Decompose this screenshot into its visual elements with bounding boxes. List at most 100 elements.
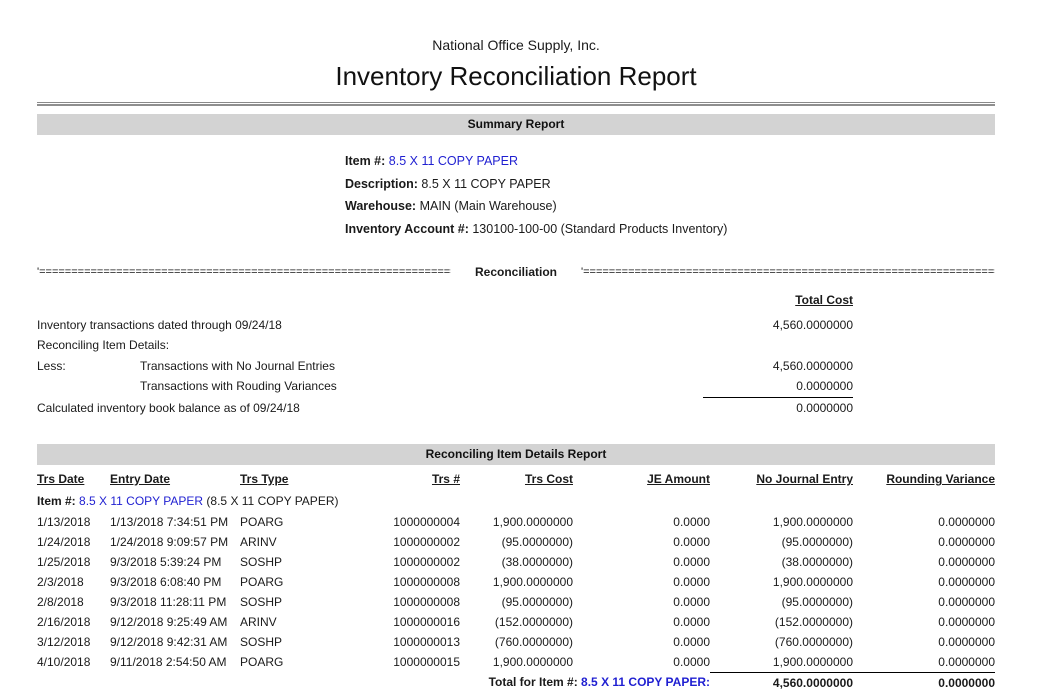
cell-trs-cost: 1,900.0000000 — [492, 515, 573, 529]
report-title: Inventory Reconciliation Report — [335, 61, 697, 91]
cell-entry-date: 9/3/2018 6:08:40 PM — [110, 575, 222, 589]
cell-trs-number: 1000000013 — [393, 635, 460, 649]
table-row: 2/16/2018 9/12/2018 9:25:49 AM ARINV 100… — [37, 612, 995, 632]
cell-je-amount: 0.0000 — [673, 595, 710, 609]
cell-entry-date: 9/12/2018 9:42:31 AM — [110, 635, 228, 649]
inventory-account-label: Inventory Account #: — [345, 221, 469, 236]
reconciliation-divider-label: Reconciliation — [475, 265, 558, 279]
col-no-journal-entry: No Journal Entry — [756, 472, 853, 486]
recon-row-item-details: Reconciling Item Details: — [37, 335, 995, 356]
table-row: 2/3/2018 9/3/2018 6:08:40 PM POARG 10000… — [37, 572, 995, 592]
total-label-text: Total for Item #: — [488, 675, 578, 689]
recon-label: Inventory transactions dated through 09/… — [37, 317, 282, 332]
table-row: 1/13/2018 1/13/2018 7:34:51 PM POARG 100… — [37, 512, 995, 532]
total-label: Total for Item #: 8.5 X 11 COPY PAPER: — [37, 672, 710, 693]
description-value: 8.5 X 11 COPY PAPER — [421, 176, 551, 191]
cell-je-amount: 0.0000 — [673, 635, 710, 649]
cell-trs-type: SOSHP — [240, 555, 283, 569]
recon-label: Transactions with Rouding Variances — [140, 379, 337, 393]
recon-value: 4,560.0000000 — [772, 358, 853, 373]
cell-trs-cost: 1,900.0000000 — [492, 655, 573, 669]
summary-description: Description: 8.5 X 11 COPY PAPER — [345, 173, 995, 196]
cell-entry-date: 9/12/2018 9:25:49 AM — [110, 615, 228, 629]
cell-je-amount: 0.0000 — [673, 575, 710, 589]
cell-no-journal-entry: (760.0000000) — [774, 635, 853, 649]
details-total-row: Total for Item #: 8.5 X 11 COPY PAPER: 4… — [37, 672, 995, 693]
cell-trs-number: 1000000002 — [393, 555, 460, 569]
cell-trs-date: 1/24/2018 — [37, 535, 91, 549]
col-trs-number: Trs # — [431, 472, 460, 486]
total-rounding-variance: 0.0000000 — [853, 672, 995, 693]
cell-entry-date: 9/3/2018 5:39:24 PM — [110, 555, 222, 569]
reconciliation-summary: Total Cost Inventory transactions dated … — [37, 290, 995, 418]
cell-trs-cost: (152.0000000) — [494, 615, 573, 629]
cell-trs-type: POARG — [240, 575, 284, 589]
recon-label: Reconciling Item Details: — [37, 338, 170, 352]
cell-trs-number: 1000000015 — [393, 655, 460, 669]
summary-section-bar: Summary Report — [37, 114, 995, 135]
cell-entry-date: 1/13/2018 7:34:51 PM — [110, 515, 229, 529]
cell-trs-cost: (760.0000000) — [494, 635, 573, 649]
less-label: Less: — [37, 358, 66, 373]
table-row: 2/8/2018 9/3/2018 11:28:11 PM SOSHP 1000… — [37, 592, 995, 612]
cell-trs-date: 1/13/2018 — [37, 515, 91, 529]
cell-trs-date: 2/3/2018 — [37, 575, 84, 589]
details-item-link[interactable]: 8.5 X 11 COPY PAPER — [79, 494, 204, 508]
cell-no-journal-entry: 1,900.0000000 — [772, 515, 853, 529]
cell-rounding-variance: 0.0000000 — [938, 555, 995, 569]
cell-trs-number: 1000000008 — [393, 575, 460, 589]
company-name: National Office Supply, Inc. — [432, 37, 600, 53]
col-trs-date: Trs Date — [37, 472, 85, 486]
cell-trs-date: 2/8/2018 — [37, 595, 84, 609]
summary-item-number: Item #: 8.5 X 11 COPY PAPER — [345, 150, 995, 173]
cell-no-journal-entry: 1,900.0000000 — [772, 575, 853, 589]
table-row: 3/12/2018 9/12/2018 9:42:31 AM SOSHP 100… — [37, 632, 995, 652]
cell-trs-date: 4/10/2018 — [37, 655, 91, 669]
cell-no-journal-entry: (95.0000000) — [781, 535, 853, 549]
total-cost-header-row: Total Cost — [37, 290, 995, 311]
cell-trs-number: 1000000004 — [393, 515, 460, 529]
cell-entry-date: 9/3/2018 11:28:11 PM — [110, 595, 227, 609]
summary-warehouse: Warehouse: MAIN (Main Warehouse) — [345, 195, 995, 218]
warehouse-label: Warehouse: — [345, 199, 417, 213]
table-row: 1/25/2018 9/3/2018 5:39:24 PM SOSHP 1000… — [37, 552, 995, 572]
recon-row-book-balance: Calculated inventory book balance as of … — [37, 398, 995, 419]
cell-no-journal-entry: (38.0000000) — [781, 555, 853, 569]
cell-rounding-variance: 0.0000000 — [938, 575, 995, 589]
details-table-header: Trs Date Entry Date Trs Type Trs # Trs C… — [37, 468, 995, 490]
cell-rounding-variance: 0.0000000 — [938, 655, 995, 669]
col-je-amount: JE Amount — [647, 472, 710, 486]
cell-entry-date: 1/24/2018 9:09:57 PM — [110, 535, 229, 549]
table-row: 4/10/2018 9/11/2018 2:54:50 AM POARG 100… — [37, 652, 995, 672]
divider-left-rule: '=======================================… — [37, 266, 451, 278]
summary-fields: Item #: 8.5 X 11 COPY PAPER Description:… — [37, 150, 995, 240]
total-no-journal-entry: 4,560.0000000 — [710, 672, 853, 693]
inventory-account-value: 130100-100-00 (Standard Products Invento… — [472, 221, 728, 236]
cell-no-journal-entry: 1,900.0000000 — [772, 655, 853, 669]
col-trs-cost: Trs Cost — [524, 472, 573, 486]
details-table-body: 1/13/2018 1/13/2018 7:34:51 PM POARG 100… — [37, 512, 995, 672]
cell-je-amount: 0.0000 — [673, 515, 710, 529]
cell-je-amount: 0.0000 — [673, 615, 710, 629]
cell-trs-date: 3/12/2018 — [37, 635, 91, 649]
recon-row-rounding-variances: Transactions with Rouding Variances 0.00… — [37, 376, 995, 398]
cell-trs-cost: (38.0000000) — [501, 555, 573, 569]
total-item-link[interactable]: 8.5 X 11 COPY PAPER: — [581, 675, 710, 689]
cell-je-amount: 0.0000 — [673, 555, 710, 569]
details-item-row: Item #: 8.5 X 11 COPY PAPER (8.5 X 11 CO… — [37, 491, 995, 512]
cell-entry-date: 9/11/2018 2:54:50 AM — [110, 655, 227, 669]
cell-rounding-variance: 0.0000000 — [938, 515, 995, 529]
cell-trs-type: ARINV — [240, 615, 277, 629]
divider-right-rule: '=======================================… — [581, 266, 996, 278]
recon-value — [703, 335, 853, 356]
cell-je-amount: 0.0000 — [673, 535, 710, 549]
description-label: Description: — [345, 176, 418, 191]
cell-trs-cost: (95.0000000) — [501, 535, 573, 549]
recon-value: 0.0000000 — [703, 376, 853, 398]
recon-prefix — [37, 376, 140, 398]
cell-trs-number: 1000000002 — [393, 535, 460, 549]
cell-rounding-variance: 0.0000000 — [938, 615, 995, 629]
item-number-link[interactable]: 8.5 X 11 COPY PAPER — [388, 154, 519, 168]
cell-trs-type: ARINV — [240, 535, 277, 549]
